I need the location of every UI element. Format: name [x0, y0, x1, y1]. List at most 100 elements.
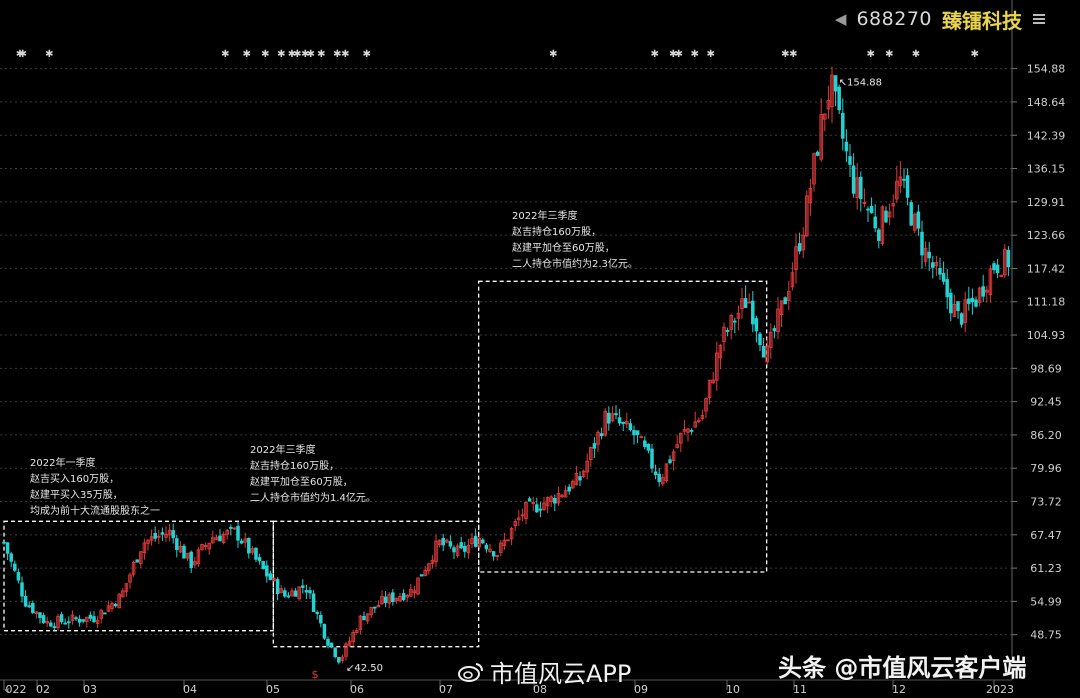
candle[interactable]: [801, 227, 805, 259]
candle[interactable]: [189, 550, 193, 574]
candle[interactable]: [441, 533, 445, 551]
candle[interactable]: [747, 293, 751, 304]
candle[interactable]: [146, 539, 150, 551]
candle[interactable]: [790, 262, 795, 291]
candle[interactable]: [599, 427, 604, 440]
candle[interactable]: [697, 417, 701, 424]
candle[interactable]: [603, 408, 607, 437]
candle[interactable]: [891, 194, 895, 219]
candle[interactable]: [121, 588, 125, 598]
candle[interactable]: [203, 542, 208, 551]
candle[interactable]: [488, 543, 492, 554]
candle[interactable]: [49, 620, 53, 627]
candle[interactable]: [671, 449, 676, 471]
candle[interactable]: [430, 554, 435, 569]
candle[interactable]: [128, 572, 132, 589]
candle[interactable]: [221, 531, 226, 545]
candle[interactable]: [581, 469, 586, 479]
candle[interactable]: [841, 98, 845, 151]
candle[interactable]: [743, 285, 748, 309]
candle[interactable]: [956, 301, 960, 319]
event-markers[interactable]: ✱✱ ✱ ✱ ✱ ✱ ✱ ✱✱ ✱✱ ✱ ✱ ✱ ✱ ✱ ✱ ✱✱ ✱ ✱ ✱ ✱ ✱ ✱ ✱ ✱: [16, 49, 979, 60]
candle[interactable]: [927, 242, 931, 272]
candle[interactable]: [369, 606, 373, 618]
candle[interactable]: [445, 538, 449, 544]
candle[interactable]: [880, 205, 885, 246]
candle[interactable]: [733, 317, 737, 334]
candle[interactable]: [722, 322, 726, 352]
candle[interactable]: [999, 274, 1003, 278]
event-marker-icon[interactable]: ✱: [549, 49, 557, 60]
candle[interactable]: [459, 536, 463, 550]
candle[interactable]: [9, 551, 13, 568]
event-marker-icon[interactable]: ✱: [866, 49, 874, 60]
event-marker-icon[interactable]: ✱: [912, 49, 920, 60]
candle[interactable]: [812, 152, 816, 192]
candle[interactable]: [643, 436, 647, 450]
candle[interactable]: [77, 615, 82, 627]
candle[interactable]: [308, 586, 312, 599]
candle[interactable]: [974, 296, 978, 308]
candle[interactable]: [185, 552, 190, 561]
candle[interactable]: [945, 269, 949, 310]
event-marker-icon[interactable]: ✱: [18, 49, 26, 60]
candle[interactable]: [5, 542, 10, 561]
candle[interactable]: [614, 405, 618, 420]
candle[interactable]: [27, 601, 31, 608]
candle[interactable]: [286, 592, 291, 599]
candle[interactable]: [772, 325, 777, 339]
candle[interactable]: [913, 212, 917, 234]
candle[interactable]: [934, 255, 939, 276]
candle[interactable]: [707, 379, 712, 405]
candle[interactable]: [769, 323, 773, 359]
candle[interactable]: [74, 615, 78, 622]
candle[interactable]: [873, 204, 877, 233]
candle[interactable]: [693, 411, 697, 428]
candle[interactable]: [765, 337, 769, 365]
candle[interactable]: [427, 563, 431, 575]
candle[interactable]: [513, 518, 517, 532]
candle[interactable]: [23, 590, 28, 608]
candle[interactable]: [113, 602, 118, 608]
candle[interactable]: [139, 551, 143, 569]
event-marker-icon[interactable]: ✱: [288, 49, 296, 60]
candle[interactable]: [711, 371, 715, 385]
candle[interactable]: [625, 412, 629, 429]
candle[interactable]: [517, 510, 521, 526]
candle[interactable]: [207, 542, 211, 555]
candle[interactable]: [290, 587, 294, 597]
candle[interactable]: [686, 427, 690, 442]
event-marker-icon[interactable]: ✱: [362, 49, 370, 60]
candle[interactable]: [106, 600, 111, 613]
candle[interactable]: [563, 485, 568, 498]
candle[interactable]: [524, 501, 528, 525]
candle[interactable]: [887, 203, 892, 226]
candle[interactable]: [981, 274, 985, 302]
candle[interactable]: [725, 327, 730, 337]
candle[interactable]: [268, 570, 273, 581]
candle[interactable]: [938, 257, 942, 280]
candle[interactable]: [88, 611, 93, 622]
candle[interactable]: [178, 541, 183, 554]
candle[interactable]: [329, 642, 334, 649]
candle[interactable]: [628, 419, 633, 432]
candle[interactable]: [99, 608, 103, 624]
candle[interactable]: [243, 532, 247, 548]
candle[interactable]: [520, 508, 525, 522]
candle[interactable]: [31, 600, 35, 615]
candle[interactable]: [495, 554, 499, 561]
candle[interactable]: [322, 623, 327, 641]
candle[interactable]: [409, 583, 413, 597]
event-marker-icon[interactable]: ✱: [690, 49, 698, 60]
candle[interactable]: [257, 553, 262, 565]
candle[interactable]: [895, 165, 899, 203]
candle[interactable]: [837, 84, 841, 114]
candle[interactable]: [218, 529, 222, 542]
candle[interactable]: [819, 98, 823, 162]
candle[interactable]: [592, 437, 597, 458]
candle[interactable]: [311, 589, 316, 613]
candle[interactable]: [333, 647, 337, 659]
candle[interactable]: [776, 296, 780, 340]
candle[interactable]: [848, 144, 852, 177]
